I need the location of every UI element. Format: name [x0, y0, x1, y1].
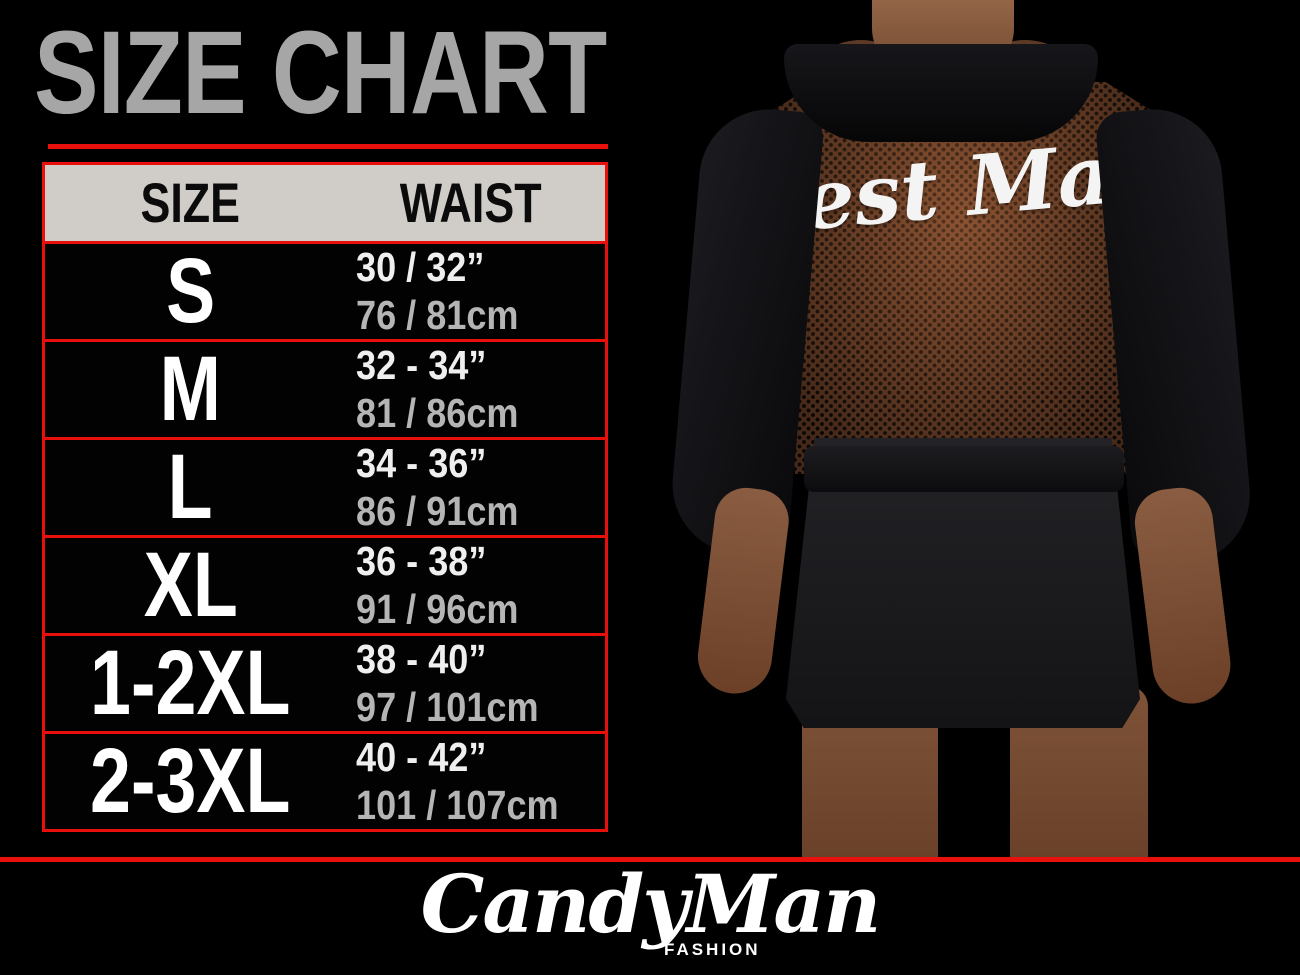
waist-value: 40 - 42” 101 / 107cm	[356, 734, 559, 828]
model-photo: Best Man	[620, 0, 1300, 857]
size-value: S	[166, 239, 216, 342]
table-row: XL 36 - 38” 91 / 96cm	[42, 535, 608, 636]
waist-value: 34 - 36” 86 / 91cm	[356, 440, 519, 534]
table-row: M 32 - 34” 81 / 86cm	[42, 339, 608, 440]
table-row: L 34 - 36” 86 / 91cm	[42, 437, 608, 538]
footer-divider	[0, 857, 1300, 862]
size-table-header: SIZE WAIST	[42, 162, 608, 244]
title-underline	[48, 144, 608, 149]
page-title-text: SIZE CHART	[34, 7, 607, 139]
waist-value: 38 - 40” 97 / 101cm	[356, 636, 539, 730]
brand-logo: CandyMan	[420, 857, 882, 951]
table-row: S 30 / 32” 76 / 81cm	[42, 241, 608, 342]
robe-belt	[804, 446, 1124, 492]
table-row: 1-2XL 38 - 40” 97 / 101cm	[42, 633, 608, 734]
size-value: L	[168, 435, 214, 538]
waist-value: 36 - 38” 91 / 96cm	[356, 538, 519, 632]
table-row: 2-3XL 40 - 42” 101 / 107cm	[42, 731, 608, 832]
page-title: SIZE CHART	[34, 7, 732, 139]
size-value: M	[159, 337, 222, 440]
robe-collar	[784, 44, 1098, 142]
size-value: XL	[143, 533, 238, 636]
size-table: SIZE WAIST S 30 / 32” 76 / 81cm M 32 - 3…	[42, 162, 608, 832]
size-value: 2-3XL	[90, 729, 291, 832]
waist-value: 32 - 34” 81 / 86cm	[356, 342, 519, 436]
header-waist: WAIST	[399, 171, 542, 234]
size-value: 1-2XL	[90, 631, 291, 734]
waist-value: 30 / 32” 76 / 81cm	[356, 244, 519, 338]
brand-logo-subtext: FASHION	[664, 940, 761, 959]
robe-mesh-back-panel: Best Man	[768, 82, 1156, 474]
header-size: SIZE	[140, 171, 241, 234]
